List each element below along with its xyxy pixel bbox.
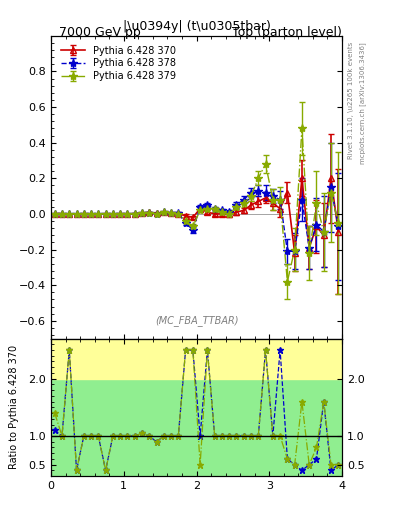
Text: (MC_FBA_TTBAR): (MC_FBA_TTBAR) xyxy=(155,315,238,327)
Text: mcplots.cern.ch [arXiv:1306.3436]: mcplots.cern.ch [arXiv:1306.3436] xyxy=(359,42,366,164)
Text: Top (parton level): Top (parton level) xyxy=(232,26,342,38)
Text: Rivet 3.1.10, \u2265 100k events: Rivet 3.1.10, \u2265 100k events xyxy=(348,42,354,159)
Legend: Pythia 6.428 370, Pythia 6.428 378, Pythia 6.428 379: Pythia 6.428 370, Pythia 6.428 378, Pyth… xyxy=(56,40,181,86)
Title: |\u0394y| (t\u0305tbar): |\u0394y| (t\u0305tbar) xyxy=(123,20,270,33)
Y-axis label: Ratio to Pythia 6.428 370: Ratio to Pythia 6.428 370 xyxy=(9,345,19,470)
Text: 7000 GeV pp: 7000 GeV pp xyxy=(59,26,141,38)
Bar xyxy=(51,338,342,379)
